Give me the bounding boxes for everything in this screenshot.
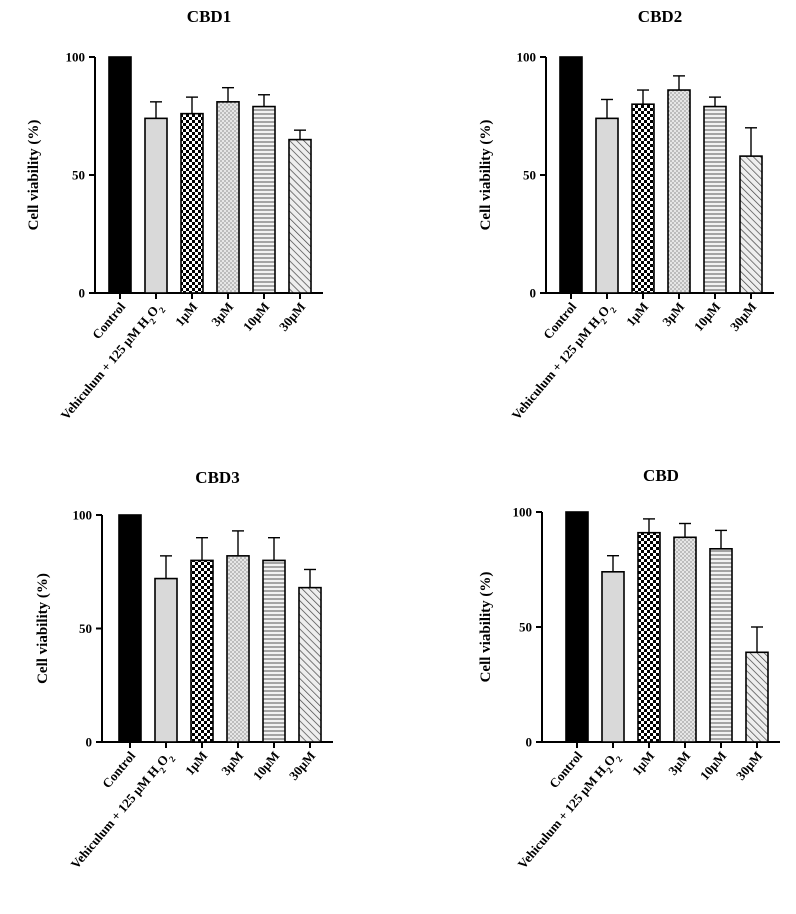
x-tick-label: 10μM xyxy=(697,748,729,783)
x-tick-label: 10μM xyxy=(691,299,723,334)
bar xyxy=(154,577,178,743)
chart-panel: CBD Cell viability (%) 0 50 100 Control Vehicu… xyxy=(398,457,796,914)
bar xyxy=(252,105,276,294)
y-axis-label: Cell viability (%) xyxy=(478,572,494,683)
y-tick-label: 0 xyxy=(79,286,86,301)
y-axis-label: Cell viability (%) xyxy=(26,120,42,231)
chart-title: CBD2 xyxy=(638,7,682,26)
x-tick-label: 30μM xyxy=(733,748,765,783)
y-tick-label: 50 xyxy=(519,620,532,635)
x-tick-label: 3μM xyxy=(218,748,246,778)
bar xyxy=(601,571,625,743)
y-tick-label: 100 xyxy=(66,50,86,65)
x-tick-label: 1μM xyxy=(182,748,210,778)
y-tick-label: 50 xyxy=(72,168,85,183)
x-tick-label: 1μM xyxy=(172,299,200,329)
bar xyxy=(631,103,655,294)
x-tick-label: 1μM xyxy=(629,748,657,778)
y-tick-label: 0 xyxy=(526,735,533,750)
y-tick-label: 0 xyxy=(86,735,93,750)
bar xyxy=(108,56,132,294)
chart-panel: CBD1 Cell viability (%) 0 50 100 Control Vehic… xyxy=(0,0,398,457)
bar xyxy=(709,548,733,743)
bar xyxy=(595,117,619,294)
bar xyxy=(673,536,697,743)
bar xyxy=(637,531,661,743)
y-axis-label: Cell viability (%) xyxy=(478,120,494,231)
y-tick-label: 0 xyxy=(530,286,537,301)
bar xyxy=(262,559,286,743)
y-axis-label: Cell viability (%) xyxy=(35,573,51,684)
bar xyxy=(226,555,250,743)
y-tick-label: 100 xyxy=(73,508,93,523)
x-tick-label: 10μM xyxy=(240,299,272,334)
x-tick-label: 3μM xyxy=(659,299,687,329)
bar xyxy=(559,56,583,294)
bar xyxy=(298,586,322,743)
y-tick-label: 50 xyxy=(79,621,92,636)
chart-panel: CBD3 Cell viability (%) 0 50 100 Control Vehic… xyxy=(0,457,398,914)
x-tick-label: 1μM xyxy=(623,299,651,329)
y-tick-label: 100 xyxy=(517,50,537,65)
bar xyxy=(216,101,240,294)
bar xyxy=(739,155,763,294)
x-tick-label: 30μM xyxy=(727,299,759,334)
bar xyxy=(288,138,312,294)
chart-title: CBD3 xyxy=(195,468,239,487)
chart-title: CBD1 xyxy=(187,7,231,26)
bar xyxy=(118,514,142,743)
bar xyxy=(703,105,727,294)
bar xyxy=(190,559,214,743)
x-tick-label: 3μM xyxy=(208,299,236,329)
x-tick-label: 30μM xyxy=(276,299,308,334)
bar xyxy=(565,511,589,743)
bar xyxy=(180,112,204,294)
x-tick-label: 10μM xyxy=(250,748,282,783)
bar xyxy=(667,89,691,294)
bar xyxy=(144,117,168,294)
chart-title: CBD xyxy=(643,466,679,485)
y-tick-label: 100 xyxy=(513,505,533,520)
bar xyxy=(745,651,769,743)
x-tick-label: 3μM xyxy=(665,748,693,778)
x-tick-label: 30μM xyxy=(286,748,318,783)
chart-panel: CBD2 Cell viability (%) 0 50 100 Control Vehic… xyxy=(398,0,796,457)
y-tick-label: 50 xyxy=(523,168,536,183)
